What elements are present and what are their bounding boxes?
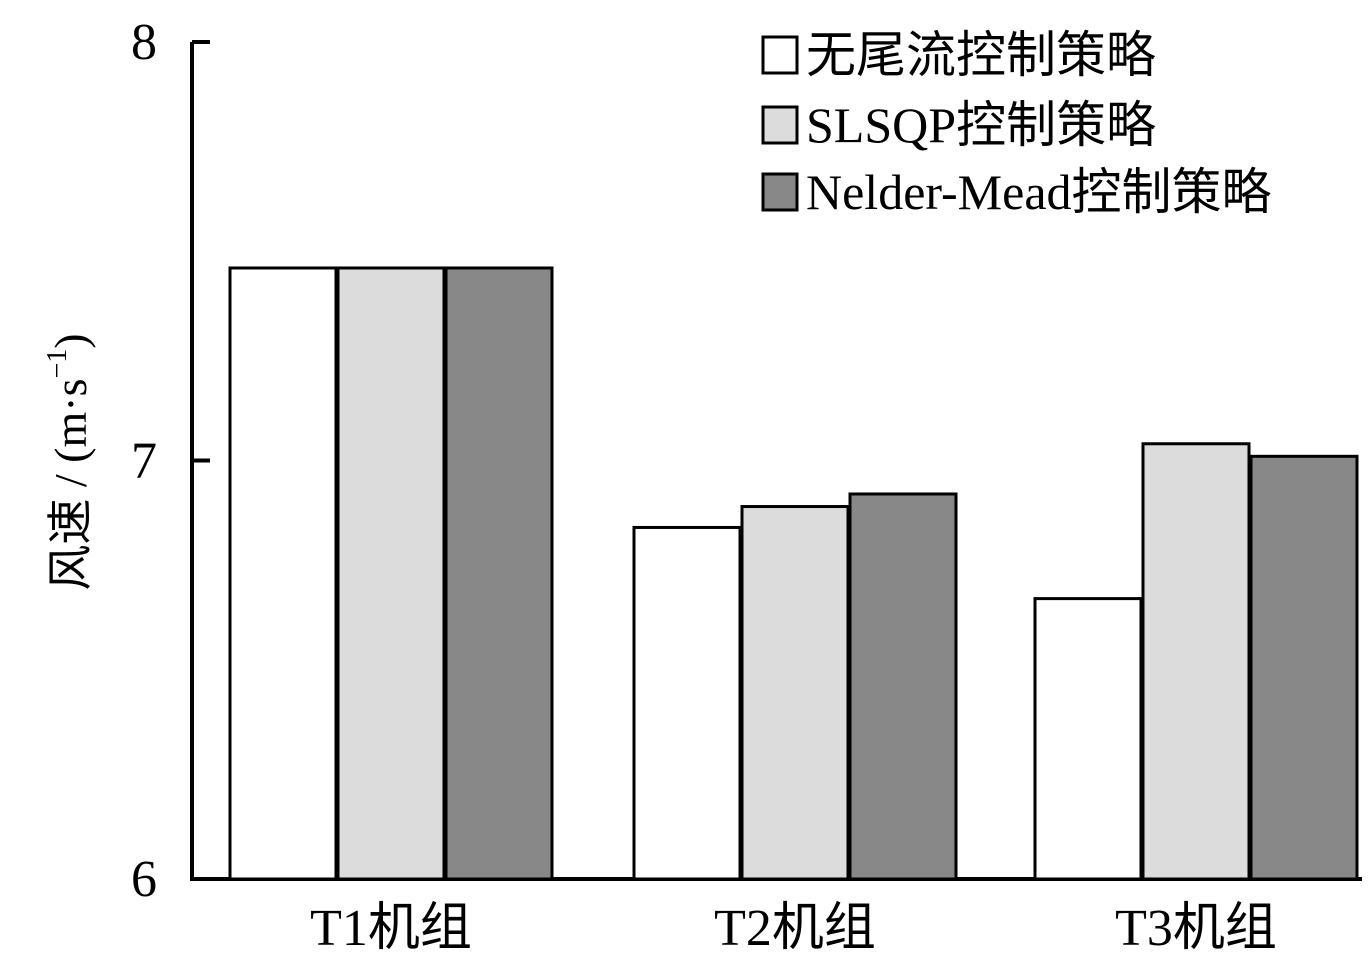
x-tick-label: T2机组 — [714, 900, 876, 957]
legend-swatch — [761, 172, 799, 212]
legend-label: SLSQP控制策略 — [806, 97, 1156, 153]
legend: 无尾流控制策略 SLSQP控制策略 Nelder-Mead控制策略 — [761, 27, 1272, 220]
bar — [228, 266, 338, 881]
bar — [444, 266, 554, 881]
y-axis-label-close: ) — [45, 333, 96, 348]
y-axis-label: 风速 / (m·s−1) — [42, 333, 96, 590]
legend-label: Nelder-Mead控制策略 — [806, 164, 1272, 220]
x-tick-label: T3机组 — [1115, 900, 1277, 957]
legend-swatch — [761, 35, 799, 75]
bar — [1033, 597, 1143, 881]
bar — [848, 492, 958, 881]
y-axis-label-main: 风速 / (m·s — [45, 379, 96, 591]
bars — [228, 266, 1359, 881]
y-ticks: 6 7 8 — [131, 14, 210, 908]
bar — [632, 525, 742, 881]
y-tick-label: 6 — [131, 851, 157, 908]
legend-label: 无尾流控制策略 — [806, 27, 1156, 83]
x-tick-labels: T1机组 T2机组 T3机组 — [310, 900, 1277, 957]
y-axis-label-superscript: −1 — [42, 349, 73, 379]
y-tick-label: 7 — [131, 433, 157, 490]
bar — [740, 505, 850, 881]
legend-swatch — [761, 105, 799, 145]
y-tick-label: 8 — [131, 14, 157, 71]
bar — [1141, 442, 1251, 881]
bar — [1249, 454, 1359, 881]
bar — [336, 266, 446, 881]
x-tick-label: T1机组 — [310, 900, 472, 957]
